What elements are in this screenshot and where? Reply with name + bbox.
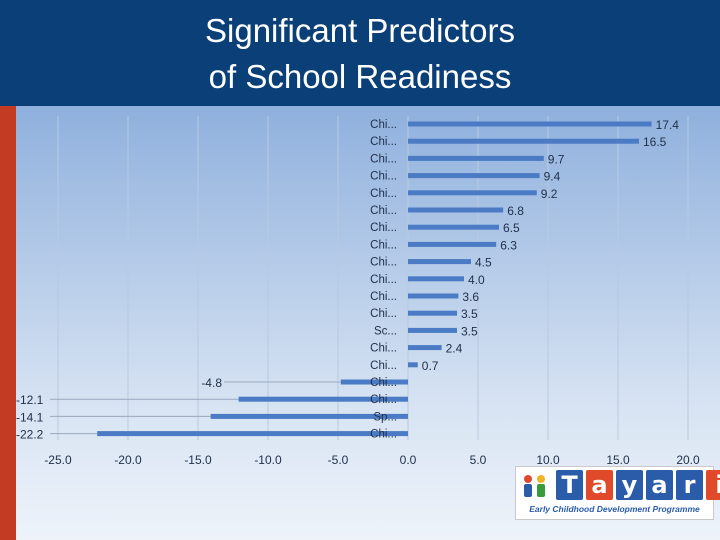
data-label: 3.6 <box>462 290 479 304</box>
logo-letter: T <box>556 470 583 500</box>
x-tick-label: -10.0 <box>254 453 282 467</box>
data-label: -22.2 <box>16 428 44 442</box>
x-tick-label: 0.0 <box>400 453 417 467</box>
x-tick-label: 5.0 <box>470 453 487 467</box>
data-label: 0.7 <box>422 359 439 373</box>
x-tick-label: 10.0 <box>536 453 560 467</box>
category-label: Chi... <box>370 274 397 286</box>
data-label: 6.3 <box>500 238 517 252</box>
x-tick-label: 20.0 <box>676 453 700 467</box>
category-label: Chi... <box>370 188 397 200</box>
category-label: Chi... <box>370 360 397 372</box>
category-label: Chi... <box>370 119 397 131</box>
logo-tagline: Early Childhood Development Programme <box>529 504 700 514</box>
category-label: Chi... <box>370 429 397 441</box>
bar <box>408 155 544 161</box>
data-label: 6.8 <box>507 204 524 218</box>
data-label: -14.1 <box>16 410 44 424</box>
bar <box>97 431 408 437</box>
bar <box>408 345 442 351</box>
bar <box>340 379 408 385</box>
data-label: 9.4 <box>544 170 561 184</box>
bar <box>408 138 639 144</box>
logo-letter: a <box>586 470 613 500</box>
category-label: Sc... <box>374 325 397 337</box>
category-label: Chi... <box>370 205 397 217</box>
slide-title-line-1: Significant Predictors <box>205 12 515 49</box>
data-label: 6.5 <box>503 221 520 235</box>
slide-title: Significant Predictors of School Readine… <box>0 8 720 100</box>
data-label: 4.0 <box>468 273 485 287</box>
data-label: 9.7 <box>548 152 565 166</box>
category-label: Chi... <box>370 257 397 269</box>
data-label: -4.8 <box>201 376 222 390</box>
bar <box>408 276 464 282</box>
x-tick-label: -20.0 <box>114 453 142 467</box>
data-label: 4.5 <box>475 256 492 270</box>
data-label: 3.5 <box>461 324 478 338</box>
category-label: Chi... <box>370 136 397 148</box>
category-label: Chi... <box>370 222 397 234</box>
data-label: -12.1 <box>16 393 44 407</box>
bar <box>408 121 652 127</box>
data-label: 16.5 <box>643 135 667 149</box>
bar <box>238 396 408 402</box>
x-tick-label: -25.0 <box>44 453 72 467</box>
category-label: Chi... <box>370 153 397 165</box>
logo-letter: y <box>616 470 643 500</box>
bar <box>408 310 457 316</box>
bar <box>408 259 471 265</box>
category-label: Sp... <box>373 411 397 423</box>
logo-letter: i <box>706 470 720 500</box>
title-banner: Significant Predictors of School Readine… <box>0 0 720 106</box>
category-label: Chi... <box>370 343 397 355</box>
bar <box>408 190 537 196</box>
x-tick-label: -5.0 <box>328 453 349 467</box>
data-label: 2.4 <box>446 342 463 356</box>
category-label: Chi... <box>370 239 397 251</box>
children-icon <box>524 475 545 497</box>
logo-letter: a <box>646 470 673 500</box>
bar <box>210 413 408 419</box>
bar <box>408 327 457 333</box>
logo-letter: r <box>676 470 703 500</box>
x-tick-label: -15.0 <box>184 453 212 467</box>
slide-title-line-2: of School Readiness <box>208 58 512 95</box>
category-label: Chi... <box>370 171 397 183</box>
x-tick-label: 15.0 <box>606 453 630 467</box>
bar <box>408 207 504 213</box>
sidebar-accent <box>0 106 16 540</box>
data-label: 9.2 <box>541 187 558 201</box>
data-label: 3.5 <box>461 307 478 321</box>
category-label: Chi... <box>370 377 397 389</box>
data-label: 17.4 <box>656 118 680 132</box>
category-label: Chi... <box>370 394 397 406</box>
bar <box>408 224 499 230</box>
bar <box>408 362 418 368</box>
bar <box>408 293 459 299</box>
bar <box>408 173 540 179</box>
bar <box>408 241 497 247</box>
category-label: Chi... <box>370 291 397 303</box>
category-label: Chi... <box>370 308 397 320</box>
